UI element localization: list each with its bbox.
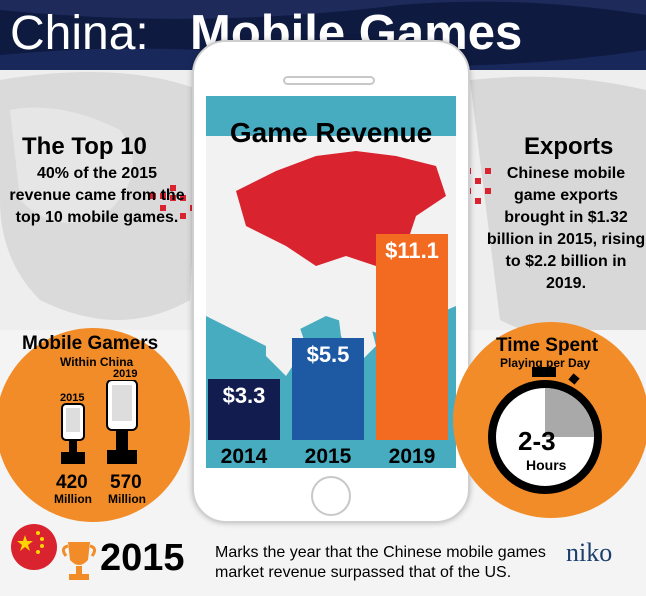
brand-logo: niko [566,538,613,567]
gamers-unit-2015: Million [54,492,92,506]
gamers-year-2015: 2015 [60,392,85,404]
trophy-icon [61,542,97,580]
time-spent-unit: Hours [526,457,567,473]
phone-trophy-icon [61,380,138,464]
revenue-title: Game Revenue [229,117,433,148]
time-spent-circle [453,322,646,518]
gamers-subheading: Within China [60,355,134,369]
time-spent-subheading: Playing per Day [500,356,591,370]
time-spent-value: 2-3 [518,426,556,456]
title-prefix: China: [10,7,149,60]
revenue-bar-2014 [208,379,280,440]
gamers-heading: Mobile Gamers [22,333,159,354]
revenue-bar-2015 [292,338,364,440]
china-flag-icon [11,524,57,570]
gamers-year-2019: 2019 [113,368,138,380]
gamers-count-2015: 420 [56,472,88,493]
phone-home-button [311,476,351,516]
gamers-circle [0,328,190,522]
exports-heading: Exports [524,133,614,160]
year-label-2019: 2019 [388,445,436,468]
header-texture [0,0,646,70]
revenue-bar-2019 [376,234,448,440]
year-label-2014: 2014 [220,445,268,468]
revenue-bar-label-2019: $11.1 [385,238,439,263]
revenue-bar-label-2014: $3.3 [222,383,266,408]
top10-heading: The Top 10 [22,133,147,160]
gamers-unit-2019: Million [108,492,146,506]
footer-year: 2015 [100,537,185,579]
time-spent-heading: Time Spent [496,335,599,356]
phone-speaker [283,76,375,85]
gamers-count-2019: 570 [110,472,142,493]
top10-body: 40% of the 2015 revenue came from the to… [9,165,185,226]
year-label-2015: 2015 [304,445,352,468]
footer-text: Marks the year that the Chinese mobile g… [215,544,546,581]
revenue-bar-label-2015: $5.5 [306,342,350,367]
exports-body: Chinese mobile game exports brought in $… [486,165,646,292]
